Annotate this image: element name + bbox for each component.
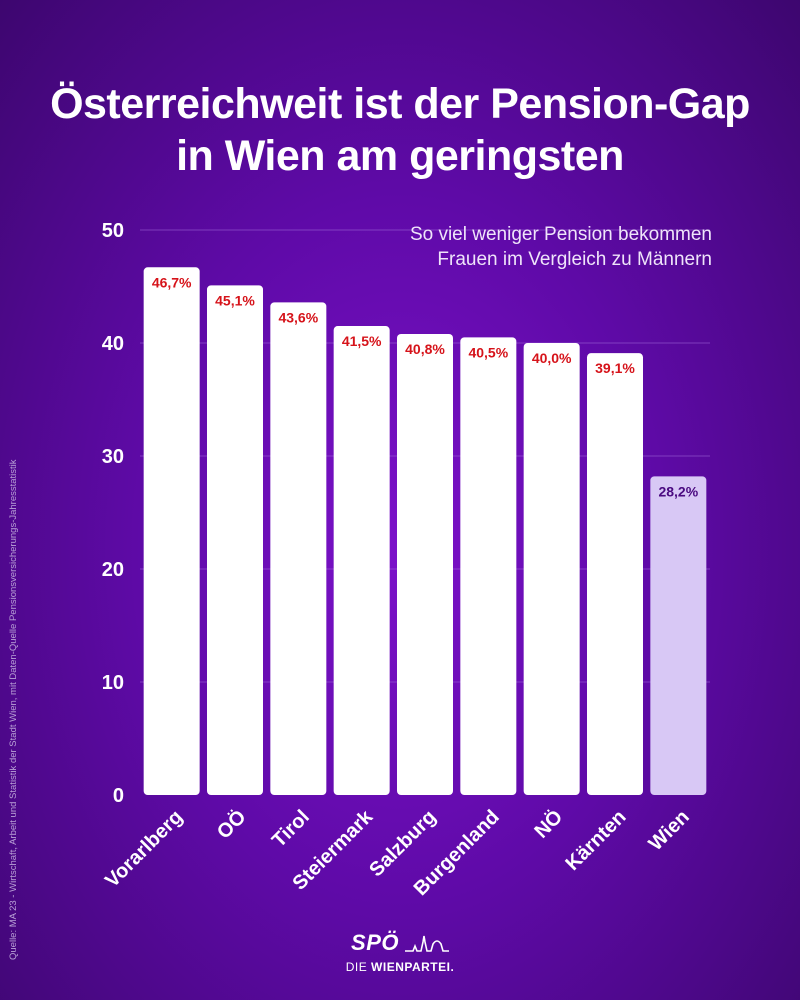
logo-mark: SPÖ [351,930,399,955]
x-category-label: Tirol [268,806,314,852]
skyline-icon [404,935,449,952]
subtitle-line-1: So viel weniger Pension bekommen [409,224,712,245]
bar-0 [143,267,200,795]
chart-title: Österreichweit ist der Pension-Gap in Wi… [0,78,800,182]
y-tick-label: 50 [102,220,124,242]
bar-8 [650,476,707,795]
logo-sub-prefix: DIE [345,960,372,974]
bar-value-label: 41,5% [342,333,382,349]
bar-7 [587,353,643,795]
y-tick-label: 0 [113,785,124,807]
bar-5 [460,337,517,795]
subtitle-line-2: Frauen im Vergleich zu Männern [437,249,712,270]
bar-4 [397,333,453,795]
y-tick-label: 40 [102,333,124,355]
bar-2 [270,302,327,795]
bar-value-label: 45,1% [215,292,255,308]
x-category-label: NÖ [530,805,567,842]
source-note: Quelle: MA 23 - Wirtschaft, Arbeit und S… [8,459,19,960]
bar-6 [523,343,580,795]
x-category-label: OÖ [212,805,250,843]
title-line-1: Österreichweit ist der Pension-Gap [50,80,750,128]
x-category-label: Vorarlberg [101,806,187,892]
chart-subtitle: So viel weniger Pension bekommen Frauen … [292,222,712,272]
x-category-label: Kärnten [562,806,631,875]
bar-value-label: 40,5% [468,344,508,360]
bar-1 [207,285,263,795]
bar-3 [333,326,390,795]
bar-value-label: 46,7% [152,274,192,290]
y-tick-label: 20 [102,559,124,581]
y-tick-label: 10 [102,672,124,694]
y-tick-label: 30 [102,446,124,468]
bar-value-label: 39,1% [595,360,635,376]
bar-value-label: 28,2% [658,483,698,499]
x-category-label: Wien [645,806,694,855]
bar-value-label: 40,8% [405,341,445,357]
spo-logo: SPÖ DIE WIENPARTEI. [0,930,800,974]
title-line-2: in Wien am geringsten [176,132,624,180]
logo-subtitle: DIE WIENPARTEI. [0,960,800,974]
bar-value-label: 40,0% [532,350,572,366]
logo-sub-bold: WIENPARTEI. [371,960,455,974]
bar-value-label: 43,6% [278,309,318,325]
